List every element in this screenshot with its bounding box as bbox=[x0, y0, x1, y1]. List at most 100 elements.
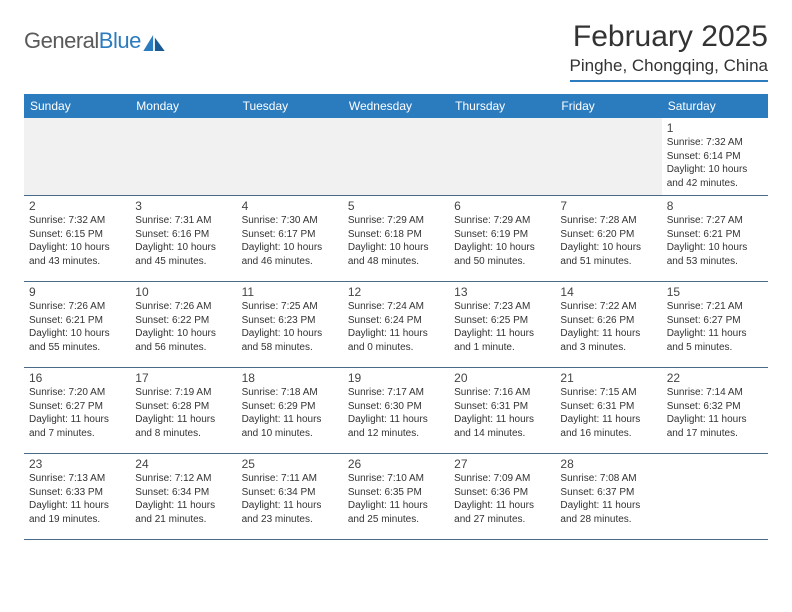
calendar-cell: 12Sunrise: 7:24 AMSunset: 6:24 PMDayligh… bbox=[343, 282, 449, 368]
daylight1-text: Daylight: 10 hours bbox=[667, 241, 763, 255]
daylight1-text: Daylight: 11 hours bbox=[135, 413, 231, 427]
daylight1-text: Daylight: 11 hours bbox=[454, 327, 550, 341]
sunrise-text: Sunrise: 7:14 AM bbox=[667, 386, 763, 400]
daylight2-text: and 51 minutes. bbox=[560, 255, 656, 269]
daylight2-text: and 3 minutes. bbox=[560, 341, 656, 355]
sunrise-text: Sunrise: 7:18 AM bbox=[242, 386, 338, 400]
sunrise-text: Sunrise: 7:23 AM bbox=[454, 300, 550, 314]
daylight1-text: Daylight: 10 hours bbox=[560, 241, 656, 255]
calendar-cell: 23Sunrise: 7:13 AMSunset: 6:33 PMDayligh… bbox=[24, 454, 130, 540]
sunset-text: Sunset: 6:34 PM bbox=[242, 486, 338, 500]
sunrise-text: Sunrise: 7:08 AM bbox=[560, 472, 656, 486]
sunset-text: Sunset: 6:25 PM bbox=[454, 314, 550, 328]
sunset-text: Sunset: 6:34 PM bbox=[135, 486, 231, 500]
sunset-text: Sunset: 6:22 PM bbox=[135, 314, 231, 328]
calendar-cell: 5Sunrise: 7:29 AMSunset: 6:18 PMDaylight… bbox=[343, 196, 449, 282]
sunset-text: Sunset: 6:30 PM bbox=[348, 400, 444, 414]
daylight1-text: Daylight: 10 hours bbox=[29, 241, 125, 255]
brand-name-part1: General bbox=[24, 28, 99, 53]
day-header: Monday bbox=[130, 94, 236, 118]
daylight1-text: Daylight: 11 hours bbox=[29, 499, 125, 513]
day-number: 2 bbox=[29, 199, 125, 213]
daylight2-text: and 27 minutes. bbox=[454, 513, 550, 527]
month-title: February 2025 bbox=[570, 20, 768, 54]
calendar-cell: 14Sunrise: 7:22 AMSunset: 6:26 PMDayligh… bbox=[555, 282, 661, 368]
day-number: 1 bbox=[667, 121, 763, 135]
sunset-text: Sunset: 6:15 PM bbox=[29, 228, 125, 242]
daylight1-text: Daylight: 11 hours bbox=[667, 413, 763, 427]
day-number: 6 bbox=[454, 199, 550, 213]
calendar-cell: 1Sunrise: 7:32 AMSunset: 6:14 PMDaylight… bbox=[662, 118, 768, 196]
daylight2-text: and 28 minutes. bbox=[560, 513, 656, 527]
sunset-text: Sunset: 6:33 PM bbox=[29, 486, 125, 500]
calendar-cell: 18Sunrise: 7:18 AMSunset: 6:29 PMDayligh… bbox=[237, 368, 343, 454]
daylight2-text: and 14 minutes. bbox=[454, 427, 550, 441]
sunrise-text: Sunrise: 7:25 AM bbox=[242, 300, 338, 314]
daylight2-text: and 5 minutes. bbox=[667, 341, 763, 355]
sunset-text: Sunset: 6:24 PM bbox=[348, 314, 444, 328]
sunset-text: Sunset: 6:32 PM bbox=[667, 400, 763, 414]
calendar-cell: 2Sunrise: 7:32 AMSunset: 6:15 PMDaylight… bbox=[24, 196, 130, 282]
sunset-text: Sunset: 6:35 PM bbox=[348, 486, 444, 500]
sunrise-text: Sunrise: 7:32 AM bbox=[29, 214, 125, 228]
calendar-cell: 16Sunrise: 7:20 AMSunset: 6:27 PMDayligh… bbox=[24, 368, 130, 454]
brand-name-part2: Blue bbox=[99, 28, 141, 53]
calendar-cell: 19Sunrise: 7:17 AMSunset: 6:30 PMDayligh… bbox=[343, 368, 449, 454]
day-number: 19 bbox=[348, 371, 444, 385]
daylight1-text: Daylight: 11 hours bbox=[560, 499, 656, 513]
calendar-cell bbox=[449, 118, 555, 196]
daylight1-text: Daylight: 11 hours bbox=[348, 413, 444, 427]
day-number: 14 bbox=[560, 285, 656, 299]
sunrise-text: Sunrise: 7:26 AM bbox=[29, 300, 125, 314]
calendar-cell: 7Sunrise: 7:28 AMSunset: 6:20 PMDaylight… bbox=[555, 196, 661, 282]
day-header: Sunday bbox=[24, 94, 130, 118]
calendar-cell: 4Sunrise: 7:30 AMSunset: 6:17 PMDaylight… bbox=[237, 196, 343, 282]
sunrise-text: Sunrise: 7:10 AM bbox=[348, 472, 444, 486]
sunrise-text: Sunrise: 7:29 AM bbox=[454, 214, 550, 228]
sunrise-text: Sunrise: 7:20 AM bbox=[29, 386, 125, 400]
calendar-cell: 9Sunrise: 7:26 AMSunset: 6:21 PMDaylight… bbox=[24, 282, 130, 368]
daylight1-text: Daylight: 10 hours bbox=[454, 241, 550, 255]
daylight1-text: Daylight: 11 hours bbox=[242, 413, 338, 427]
day-number: 3 bbox=[135, 199, 231, 213]
sunrise-text: Sunrise: 7:31 AM bbox=[135, 214, 231, 228]
day-header: Friday bbox=[555, 94, 661, 118]
calendar-cell: 24Sunrise: 7:12 AMSunset: 6:34 PMDayligh… bbox=[130, 454, 236, 540]
day-header: Tuesday bbox=[237, 94, 343, 118]
sunset-text: Sunset: 6:36 PM bbox=[454, 486, 550, 500]
daylight2-text: and 8 minutes. bbox=[135, 427, 231, 441]
sunset-text: Sunset: 6:19 PM bbox=[454, 228, 550, 242]
day-number: 21 bbox=[560, 371, 656, 385]
sunset-text: Sunset: 6:27 PM bbox=[667, 314, 763, 328]
calendar-cell: 6Sunrise: 7:29 AMSunset: 6:19 PMDaylight… bbox=[449, 196, 555, 282]
day-number: 5 bbox=[348, 199, 444, 213]
sunset-text: Sunset: 6:37 PM bbox=[560, 486, 656, 500]
sunrise-text: Sunrise: 7:26 AM bbox=[135, 300, 231, 314]
calendar-cell: 3Sunrise: 7:31 AMSunset: 6:16 PMDaylight… bbox=[130, 196, 236, 282]
daylight2-text: and 0 minutes. bbox=[348, 341, 444, 355]
day-number: 16 bbox=[29, 371, 125, 385]
daylight1-text: Daylight: 11 hours bbox=[667, 327, 763, 341]
header: GeneralBlue February 2025 Pinghe, Chongq… bbox=[24, 20, 768, 82]
day-header: Saturday bbox=[662, 94, 768, 118]
sunrise-text: Sunrise: 7:09 AM bbox=[454, 472, 550, 486]
daylight2-text: and 7 minutes. bbox=[29, 427, 125, 441]
daylight1-text: Daylight: 11 hours bbox=[29, 413, 125, 427]
day-number: 22 bbox=[667, 371, 763, 385]
calendar-cell: 13Sunrise: 7:23 AMSunset: 6:25 PMDayligh… bbox=[449, 282, 555, 368]
sunrise-text: Sunrise: 7:13 AM bbox=[29, 472, 125, 486]
daylight2-text: and 43 minutes. bbox=[29, 255, 125, 269]
calendar-cell: 25Sunrise: 7:11 AMSunset: 6:34 PMDayligh… bbox=[237, 454, 343, 540]
daylight1-text: Daylight: 10 hours bbox=[242, 327, 338, 341]
brand-name: GeneralBlue bbox=[24, 28, 141, 54]
calendar-cell: 21Sunrise: 7:15 AMSunset: 6:31 PMDayligh… bbox=[555, 368, 661, 454]
calendar-cell: 15Sunrise: 7:21 AMSunset: 6:27 PMDayligh… bbox=[662, 282, 768, 368]
daylight2-text: and 42 minutes. bbox=[667, 177, 763, 191]
sunset-text: Sunset: 6:18 PM bbox=[348, 228, 444, 242]
calendar-cell: 8Sunrise: 7:27 AMSunset: 6:21 PMDaylight… bbox=[662, 196, 768, 282]
sunrise-text: Sunrise: 7:12 AM bbox=[135, 472, 231, 486]
daylight1-text: Daylight: 10 hours bbox=[135, 241, 231, 255]
day-number: 24 bbox=[135, 457, 231, 471]
title-block: February 2025 Pinghe, Chongqing, China bbox=[570, 20, 768, 82]
daylight1-text: Daylight: 11 hours bbox=[560, 327, 656, 341]
